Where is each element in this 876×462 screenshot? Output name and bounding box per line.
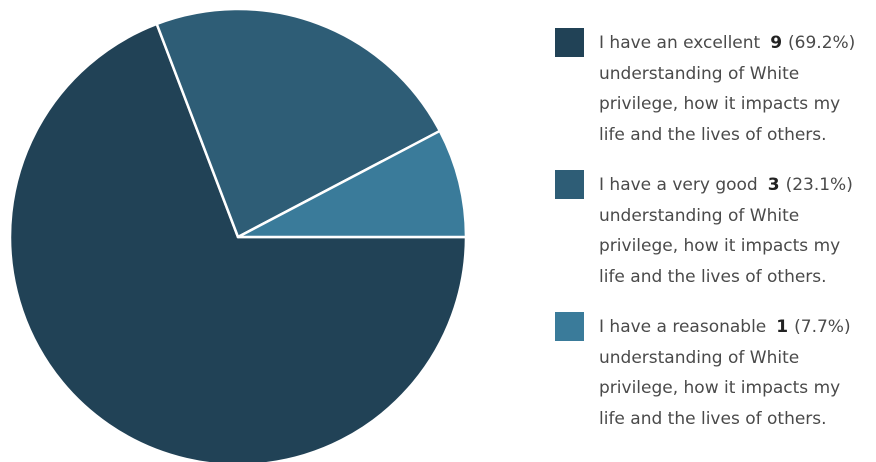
legend-label-lead: I have a very good [599, 175, 758, 195]
legend-label-lead: I have an excellent [599, 33, 761, 53]
legend-swatch-excellent [555, 28, 584, 57]
legend: I have an excellent 9 (69.2%) understandin… [555, 28, 870, 454]
legend-text: I have a very good 3 (23.1%) understanding… [599, 170, 870, 292]
legend-item-reasonable: I have a reasonable 1 (7.7%) understanding… [555, 312, 870, 454]
legend-label-rest: understanding of White privilege, how it… [599, 205, 841, 287]
legend-percent: (7.7%) [794, 317, 851, 337]
legend-percent: (69.2%) [788, 33, 856, 53]
legend-swatch-reasonable [555, 312, 584, 341]
legend-label-lead: I have a reasonable [599, 317, 767, 337]
legend-count: 3 [767, 175, 780, 195]
legend-count: 1 [776, 317, 789, 337]
legend-label-rest: understanding of White privilege, how it… [599, 347, 841, 429]
pie-slice-very-good [155, 7, 442, 239]
legend-text: I have an excellent 9 (69.2%) understandin… [599, 28, 870, 150]
pie-slice-reasonable [236, 129, 468, 239]
legend-percent: (23.1%) [785, 175, 853, 195]
legend-text: I have a reasonable 1 (7.7%) understanding… [599, 312, 870, 434]
legend-label-rest: understanding of White privilege, how it… [599, 63, 841, 145]
legend-count: 9 [770, 33, 783, 53]
legend-swatch-very-good [555, 170, 584, 199]
pie-chart [8, 7, 468, 462]
legend-item-excellent: I have an excellent 9 (69.2%) understandin… [555, 28, 870, 170]
pie-slice-excellent [8, 22, 468, 462]
legend-item-very-good: I have a very good 3 (23.1%) understanding… [555, 170, 870, 312]
